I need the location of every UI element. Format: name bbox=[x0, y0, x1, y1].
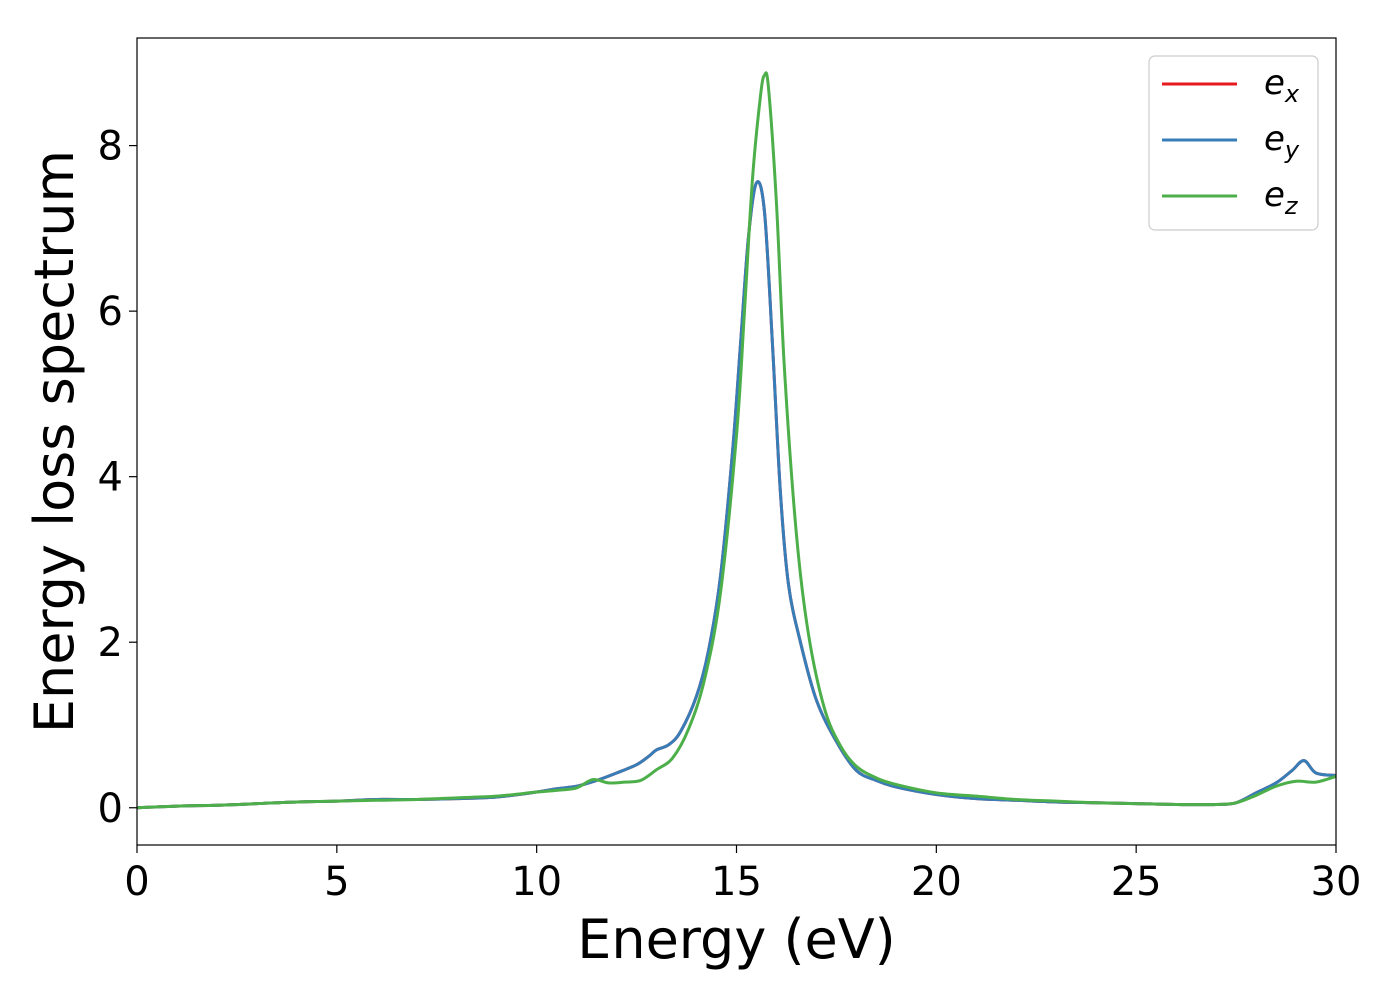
series-line-e-y bbox=[137, 180, 1336, 810]
legend-entry: ey bbox=[1264, 119, 1300, 164]
x-tick-label: 5 bbox=[324, 859, 349, 905]
y-tick-label: 2 bbox=[98, 620, 123, 666]
legend-entry: ex bbox=[1264, 63, 1300, 108]
x-tick-label: 10 bbox=[511, 859, 562, 905]
x-tick-label: 15 bbox=[711, 859, 762, 905]
y-tick-label: 6 bbox=[98, 289, 123, 335]
x-tick-label: 0 bbox=[124, 859, 149, 905]
y-tick-label: 8 bbox=[98, 124, 123, 170]
x-axis-label: Energy (eV) bbox=[577, 908, 896, 971]
plot-frame bbox=[136, 37, 1337, 846]
x-tick-label: 20 bbox=[911, 859, 962, 905]
y-tick-label: 4 bbox=[98, 455, 123, 501]
plot-lines bbox=[137, 71, 1336, 810]
x-axis-ticks: 0 5 10 15 20 25 30 bbox=[124, 845, 1361, 905]
legend-box bbox=[1148, 55, 1319, 231]
x-tick-label: 30 bbox=[1311, 859, 1362, 905]
y-tick-label: 0 bbox=[98, 786, 123, 832]
series-line-e-z bbox=[137, 71, 1336, 810]
legend: ex ey ez bbox=[1148, 55, 1319, 231]
legend-entry: ez bbox=[1264, 175, 1299, 220]
series-line-e-x bbox=[137, 180, 1336, 810]
y-axis-ticks: 0 2 4 6 8 bbox=[98, 124, 137, 832]
y-axis-label: Energy loss spectrum bbox=[23, 150, 86, 733]
x-tick-label: 25 bbox=[1111, 859, 1162, 905]
